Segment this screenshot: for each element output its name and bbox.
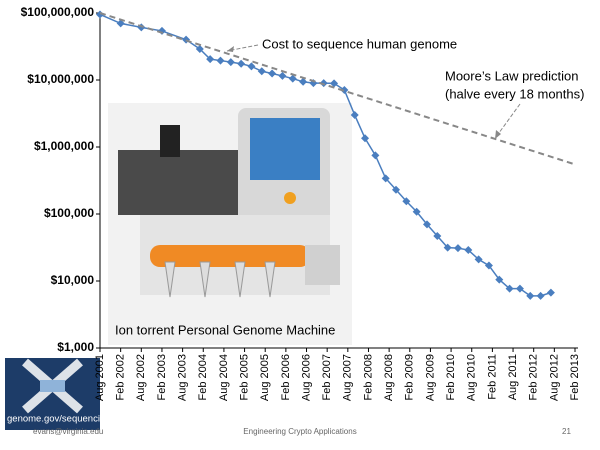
marker xyxy=(433,231,442,240)
marker xyxy=(381,174,390,183)
marker xyxy=(526,291,535,300)
footer-author: evans@virginia.edu xyxy=(33,427,103,436)
series-line xyxy=(99,13,552,297)
marker xyxy=(226,58,235,67)
x-tick-label: Feb 2008 xyxy=(362,354,374,400)
annotation: (halve every 18 months) xyxy=(445,86,584,101)
series-label: Moore’s Law prediction xyxy=(445,68,578,83)
marker xyxy=(546,288,555,297)
marker xyxy=(412,207,421,216)
marker xyxy=(237,59,246,68)
marker xyxy=(330,79,339,88)
annotation-arrow xyxy=(495,103,521,138)
marker xyxy=(288,74,297,83)
x-tick-label: Aug 2010 xyxy=(466,354,478,401)
logo xyxy=(5,358,100,430)
marker xyxy=(392,185,401,194)
x-tick-label: Feb 2005 xyxy=(238,354,250,400)
marker xyxy=(299,77,308,86)
x-tick-label: Feb 2012 xyxy=(528,354,540,400)
x-tick-label: Aug 2011 xyxy=(507,354,519,400)
marker xyxy=(453,244,462,253)
x-tick-label: Aug 2005 xyxy=(259,354,271,401)
x-tick-label: Aug 2008 xyxy=(383,354,395,401)
x-tick-label: Aug 2004 xyxy=(218,354,230,401)
series-line xyxy=(99,12,576,166)
marker xyxy=(340,85,349,94)
marker xyxy=(371,151,380,160)
x-tick-label: Aug 2009 xyxy=(424,354,436,401)
marker xyxy=(361,134,370,143)
marker xyxy=(515,284,524,293)
x-tick-label: Feb 2011 xyxy=(486,354,498,400)
marker xyxy=(474,255,483,264)
marker xyxy=(216,56,225,65)
marker xyxy=(268,69,277,78)
arrow-head xyxy=(495,130,501,139)
logo-text: genome.gov/sequencingcosts xyxy=(7,414,133,425)
x-tick-label: Aug 2003 xyxy=(177,354,189,401)
x-tick-label: Feb 2004 xyxy=(197,354,209,400)
footer-course: Engineering Crypto Applications xyxy=(243,427,356,436)
marker xyxy=(505,284,514,293)
marker xyxy=(484,261,493,270)
marker xyxy=(247,62,256,71)
x-tick-label: Aug 2012 xyxy=(548,354,560,401)
marker xyxy=(536,291,545,300)
marker xyxy=(116,19,125,28)
marker xyxy=(464,246,473,255)
x-tick-label: Feb 2009 xyxy=(404,354,416,400)
x-tick-label: Feb 2013 xyxy=(569,354,581,400)
x-tick-label: Aug 2002 xyxy=(135,354,147,401)
series-label: Cost to sequence human genome xyxy=(262,36,457,51)
x-tick-label: Feb 2010 xyxy=(445,354,457,400)
x-tick-label: Feb 2007 xyxy=(321,354,333,400)
marker xyxy=(96,10,104,19)
footer-page: 21 xyxy=(562,427,571,436)
marker xyxy=(495,275,504,284)
y-tick-label: $10,000,000 xyxy=(27,72,94,86)
y-tick-label: $1,000,000 xyxy=(34,139,94,153)
y-tick-label: $100,000 xyxy=(44,206,94,220)
marker xyxy=(443,243,452,252)
photo xyxy=(108,103,352,345)
x-tick-label: Feb 2002 xyxy=(115,354,127,400)
marker xyxy=(278,71,287,80)
marker xyxy=(422,220,431,229)
marker xyxy=(350,111,359,120)
marker xyxy=(319,79,328,88)
y-tick-label: $100,000,000 xyxy=(21,5,95,19)
x-tick-label: Aug 2001 xyxy=(94,354,106,401)
photo-caption: Ion torrent Personal Genome Machine xyxy=(115,322,335,337)
marker xyxy=(257,67,266,76)
y-tick-label: $1,000 xyxy=(57,340,94,354)
x-tick-label: Feb 2003 xyxy=(156,354,168,400)
marker xyxy=(195,45,204,54)
marker xyxy=(206,55,215,64)
marker xyxy=(402,197,411,206)
x-tick-label: Aug 2007 xyxy=(342,354,354,401)
y-tick-label: $10,000 xyxy=(51,273,95,287)
x-tick-label: Aug 2006 xyxy=(300,354,312,401)
arrow-head xyxy=(227,46,234,52)
x-tick-label: Feb 2006 xyxy=(280,354,292,400)
